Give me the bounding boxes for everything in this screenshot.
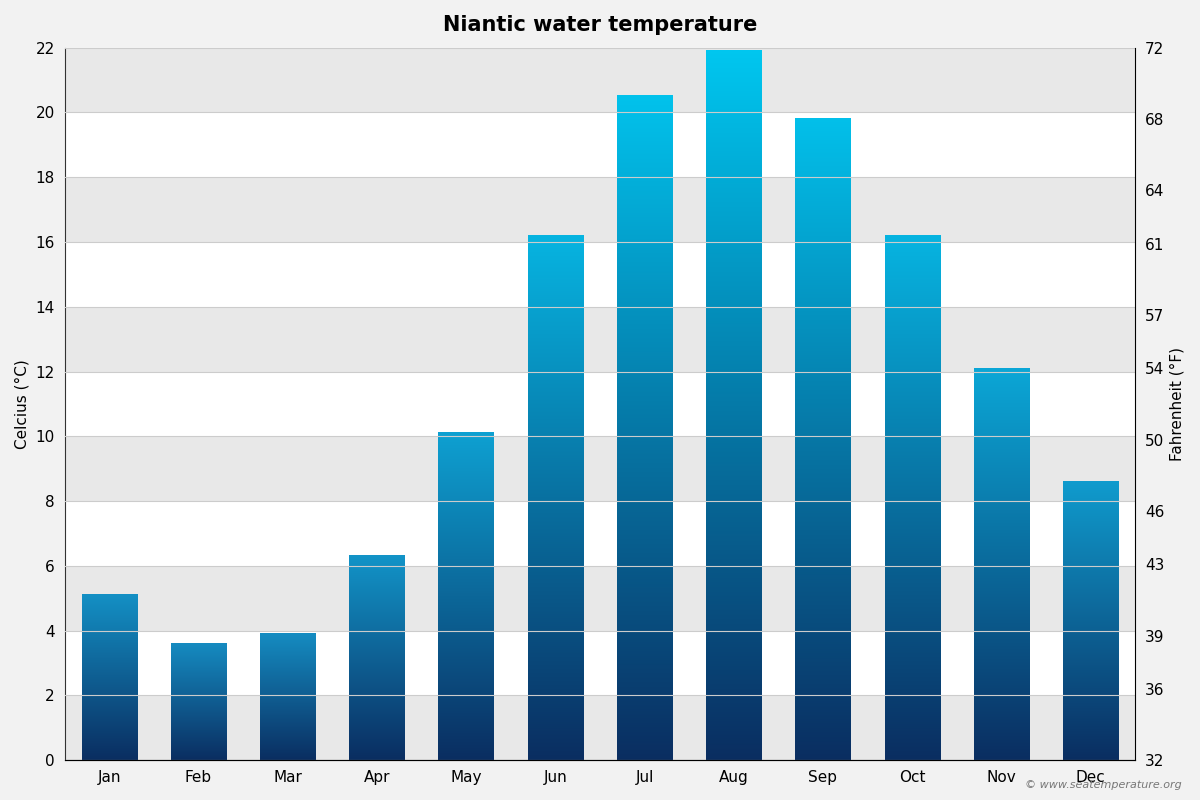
Bar (65, 501, 1135, 566)
Bar (65, 371, 1135, 436)
Text: © www.seatemperature.org: © www.seatemperature.org (1025, 781, 1182, 790)
Bar (65, 113, 1135, 178)
Bar (65, 306, 1135, 371)
Bar (65, 695, 1135, 760)
Bar (65, 436, 1135, 501)
Bar (65, 178, 1135, 242)
Y-axis label: Fahrenheit (°F): Fahrenheit (°F) (1170, 347, 1186, 461)
Title: Niantic water temperature: Niantic water temperature (443, 15, 757, 35)
Bar (65, 566, 1135, 630)
Bar (65, 48, 1135, 113)
Bar (65, 630, 1135, 695)
Bar (65, 242, 1135, 306)
Y-axis label: Celcius (°C): Celcius (°C) (14, 359, 30, 449)
